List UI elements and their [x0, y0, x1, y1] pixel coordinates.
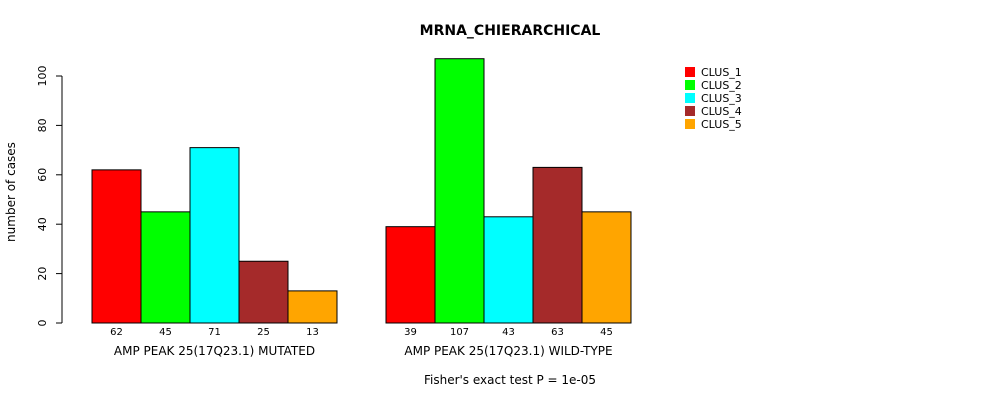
bar-count-label: 25 — [257, 327, 270, 338]
y-axis: 0 20 40 60 80 100 — [36, 66, 63, 327]
bar-clus-5-group-1 — [287, 290, 338, 324]
bar-clus-3-group-2 — [483, 216, 534, 324]
group-labels: AMP PEAK 25(17Q23.1) MUTATED AMP PEAK 25(… — [114, 344, 613, 358]
chart-title: MRNA_CHIERARCHICAL — [420, 23, 601, 39]
bar-count-label: 63 — [551, 327, 564, 338]
bar-clus-2-group-1 — [140, 211, 191, 324]
legend-label-clus-4: CLUS_4 — [701, 105, 742, 118]
y-tick-label: 80 — [36, 118, 49, 132]
y-tick-label: 0 — [36, 320, 49, 327]
bar-count-label: 45 — [159, 327, 172, 338]
bar-count-label: 13 — [306, 327, 319, 338]
bar-count-label: 71 — [208, 327, 221, 338]
y-tick-label: 20 — [36, 267, 49, 281]
bar-clus-4-group-1 — [238, 260, 289, 324]
y-tick-label: 100 — [36, 66, 49, 87]
group-label-2: AMP PEAK 25(17Q23.1) WILD-TYPE — [404, 344, 612, 358]
legend-label-clus-2: CLUS_2 — [701, 79, 742, 92]
bar-clus-4-group-2 — [532, 166, 583, 324]
y-tick-label: 40 — [36, 217, 49, 231]
legend-swatch-clus-2 — [685, 80, 695, 90]
legend-swatch-clus-4 — [685, 106, 695, 116]
legend-swatch-clus-5 — [685, 119, 695, 129]
bar-clus-1-group-1 — [91, 169, 142, 324]
bar-count-label: 39 — [404, 327, 417, 338]
bar-clus-2-group-2 — [434, 58, 485, 324]
legend-swatch-clus-3 — [685, 93, 695, 103]
y-axis-label: number of cases — [4, 142, 18, 242]
bar-count-label: 45 — [600, 327, 613, 338]
legend-swatch-clus-1 — [685, 67, 695, 77]
y-tick-label: 60 — [36, 168, 49, 182]
bar-count-label: 107 — [450, 327, 469, 338]
group-label-1: AMP PEAK 25(17Q23.1) MUTATED — [114, 344, 315, 358]
bar-count-label: 62 — [110, 327, 123, 338]
legend-label-clus-1: CLUS_1 — [701, 66, 742, 79]
fisher-test-footnote: Fisher's exact test P = 1e-05 — [424, 373, 596, 387]
legend-label-clus-3: CLUS_3 — [701, 92, 742, 105]
count-labels: 62 45 71 25 13 39 107 43 63 45 — [110, 327, 613, 338]
bar-count-label: 43 — [502, 327, 515, 338]
bar-clus-3-group-1 — [189, 147, 240, 324]
legend-label-clus-5: CLUS_5 — [701, 118, 742, 131]
bar-clus-5-group-2 — [581, 211, 632, 324]
bar-clus-1-group-2 — [385, 226, 436, 324]
bars — [91, 58, 632, 324]
